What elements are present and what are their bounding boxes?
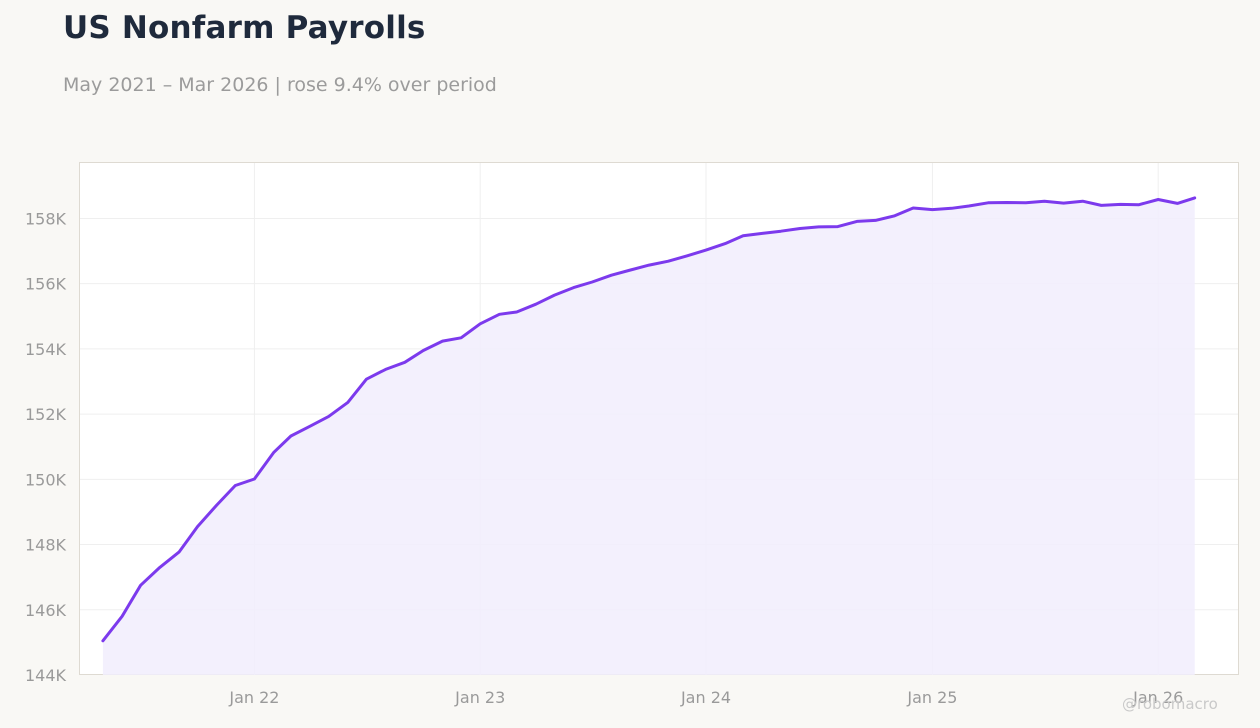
data-point [1157, 198, 1160, 201]
data-point [667, 260, 670, 263]
x-tick-label: Jan 25 [906, 688, 957, 707]
data-point [1005, 201, 1008, 204]
y-tick-label: 144K [25, 666, 67, 685]
data-point [1081, 200, 1084, 203]
y-axis: 144K 146K 148K 150K 152K 154K 156K 158K [25, 209, 67, 685]
data-point [987, 201, 990, 204]
data-point [572, 286, 575, 289]
data-point [1138, 203, 1141, 206]
data-point [1100, 204, 1103, 207]
data-point [346, 401, 349, 404]
data-point [196, 525, 199, 528]
data-point [855, 220, 858, 223]
data-point [309, 425, 312, 428]
y-tick-label: 146K [25, 601, 67, 620]
data-point [515, 311, 518, 314]
series-area [102, 197, 1195, 675]
y-tick-label: 156K [25, 275, 67, 294]
data-point [327, 415, 330, 418]
data-point [101, 639, 104, 642]
data-point [1024, 201, 1027, 204]
data-point [761, 232, 764, 235]
data-point [591, 281, 594, 284]
chart-title: US Nonfarm Payrolls [63, 10, 426, 46]
x-tick-label: Jan 26 [1132, 688, 1183, 707]
y-tick-label: 148K [25, 536, 67, 555]
data-point [779, 230, 782, 233]
data-point [799, 227, 802, 230]
data-point [874, 219, 877, 222]
data-point [498, 313, 501, 316]
y-tick-label: 152K [25, 405, 67, 424]
data-point [610, 274, 613, 277]
data-point [289, 435, 292, 438]
data-point [272, 451, 275, 454]
chart-subtitle: May 2021 – Mar 2026 | rose 9.4% over per… [63, 74, 497, 96]
x-tick-label: Jan 22 [228, 688, 279, 707]
data-point [685, 254, 688, 257]
x-tick-label: Jan 23 [454, 688, 505, 707]
data-point [158, 566, 161, 569]
data-point [912, 207, 915, 210]
x-tick-label: Jan 24 [680, 688, 731, 707]
data-point [460, 336, 463, 339]
data-point [422, 349, 425, 352]
data-point [178, 551, 181, 554]
data-point [724, 242, 727, 245]
data-point [384, 368, 387, 371]
data-point [139, 584, 142, 587]
data-point [553, 294, 556, 297]
data-point [1176, 202, 1179, 205]
data-point [931, 208, 934, 211]
series-line [101, 196, 1197, 643]
data-point [234, 484, 237, 487]
watermark: @robomacro [1122, 695, 1218, 713]
data-point [967, 205, 970, 208]
data-point [648, 264, 651, 267]
data-point [1119, 203, 1122, 206]
data-point [121, 615, 124, 618]
area-layer [102, 197, 1195, 675]
data-point [836, 225, 839, 228]
data-point [479, 322, 482, 325]
x-axis: Jan 22 Jan 23 Jan 24 Jan 25 Jan 26 [228, 688, 1183, 707]
y-tick-label: 158K [25, 209, 67, 228]
y-tick-label: 150K [25, 470, 67, 489]
data-point [817, 225, 820, 228]
data-point [1193, 196, 1196, 199]
data-point [441, 340, 444, 343]
data-point [534, 303, 537, 306]
data-point [705, 249, 708, 252]
data-point [215, 504, 218, 507]
data-point [950, 207, 953, 210]
data-point [365, 378, 368, 381]
y-tick-label: 154K [25, 340, 67, 359]
data-point [1043, 200, 1046, 203]
data-point [253, 478, 256, 481]
data-point [742, 234, 745, 237]
data-point [403, 361, 406, 364]
data-point [893, 214, 896, 217]
line-layer [101, 196, 1197, 643]
data-point [1062, 202, 1065, 205]
data-point [629, 269, 632, 272]
